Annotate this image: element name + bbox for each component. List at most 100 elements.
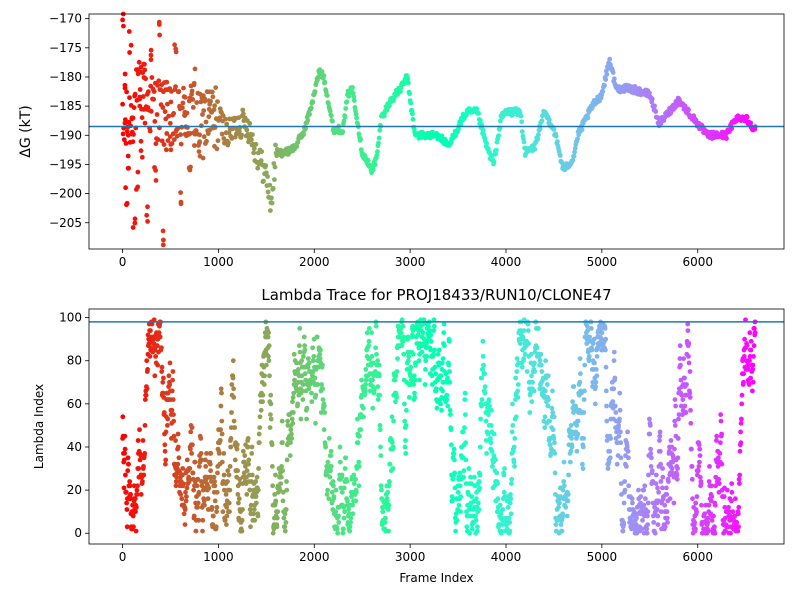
lambda-point (406, 358, 411, 364)
delta-g-point (203, 119, 209, 125)
lambda-point (458, 494, 464, 499)
lambda-point (133, 528, 139, 534)
lambda-point (745, 362, 751, 368)
delta-g-point (493, 151, 499, 157)
lambda-point (714, 433, 720, 439)
lambda-point (225, 479, 230, 484)
delta-g-point (602, 83, 607, 88)
lambda-point (423, 358, 429, 364)
delta-g-point (372, 162, 378, 168)
lambda-point (686, 360, 692, 366)
lambda-point (141, 464, 146, 469)
lambda-point (291, 351, 297, 357)
delta-g-point (154, 112, 160, 117)
lambda-point (716, 476, 722, 482)
lambda-point (147, 354, 153, 359)
delta-g-point (189, 88, 195, 94)
lambda-point (218, 427, 224, 433)
lambda-point (545, 403, 551, 409)
lambda-point (490, 464, 495, 469)
lambda-point (544, 382, 550, 387)
lambda-point (487, 403, 492, 409)
lambda-point (738, 420, 744, 426)
lambda-point (735, 511, 741, 517)
delta-g-point (182, 109, 188, 115)
delta-g-point (162, 109, 168, 114)
lambda-point (666, 479, 671, 484)
lambda-point (480, 367, 485, 372)
lambda-point (741, 371, 747, 377)
lambda-point (348, 520, 353, 525)
lambda-point (718, 412, 724, 417)
delta-g-point (217, 115, 223, 121)
delta-g-point (124, 129, 130, 135)
lambda-point (462, 390, 468, 396)
lambda-point (728, 530, 733, 536)
lambda-point (358, 427, 364, 433)
lambda-point (466, 466, 472, 471)
lambda-point (245, 444, 251, 450)
lambda-point (645, 522, 651, 527)
lambda-point (378, 453, 384, 458)
lambda-point (747, 354, 753, 359)
lambda-point (618, 455, 624, 461)
lambda-point (488, 436, 493, 441)
delta-g-point (145, 204, 150, 210)
delta-g-point (121, 137, 127, 143)
lambda-point (660, 474, 666, 480)
delta-g-point (157, 32, 163, 38)
lambda-point (192, 459, 198, 465)
lambda-point (152, 373, 158, 379)
lambda-point (229, 410, 234, 415)
lambda-point (375, 358, 380, 364)
delta-g-point (330, 118, 335, 124)
delta-g-point (535, 136, 541, 142)
lambda-point (427, 328, 433, 333)
lambda-point (265, 334, 271, 340)
lambda-point (309, 390, 314, 396)
lambda-point (697, 459, 702, 465)
delta-g-point (178, 190, 184, 196)
lambda-point (362, 388, 368, 394)
lambda-point (183, 489, 188, 495)
lambda-point (507, 528, 513, 534)
lambda-point (202, 502, 207, 508)
lambda-point (284, 479, 289, 484)
lambda-point (512, 436, 518, 441)
lambda-point (751, 354, 756, 359)
lambda-point (359, 377, 364, 383)
lambda-point (360, 405, 366, 411)
lambda-point (452, 470, 458, 476)
delta-g-point (160, 242, 166, 248)
lambda-point (685, 328, 691, 333)
lambda-point (682, 375, 687, 381)
lambda-point (268, 392, 274, 398)
lambda-point (124, 524, 130, 530)
delta-g-point (223, 116, 228, 122)
lambda-point (399, 317, 405, 323)
delta-g-point (164, 131, 170, 136)
lambda-point (297, 343, 302, 349)
lambda-point (135, 438, 141, 443)
lambda-point (443, 371, 449, 377)
delta-g-point (131, 105, 137, 110)
lambda-point (127, 483, 133, 489)
lambda-point (568, 448, 574, 454)
lambda-point (712, 524, 717, 530)
lambda-point (528, 351, 534, 357)
lambda-point (262, 373, 267, 379)
lambda-point (216, 451, 222, 456)
lambda-point (441, 321, 447, 327)
lambda-point (658, 461, 663, 467)
lambda-point (253, 479, 259, 484)
lambda-point (475, 500, 481, 506)
lambda-point (491, 431, 497, 437)
lambda-point (546, 397, 551, 402)
lambda-point (320, 397, 326, 402)
lambda-point (356, 483, 362, 489)
lambda-point (618, 481, 624, 486)
delta-g-point (258, 158, 264, 164)
lambda-point (378, 444, 383, 450)
lambda-point (209, 504, 215, 510)
lambda-point (312, 375, 318, 381)
